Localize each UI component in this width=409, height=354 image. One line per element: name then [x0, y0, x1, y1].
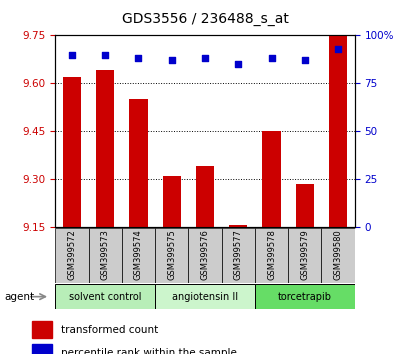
Bar [221, 228, 254, 283]
Text: GSM399579: GSM399579 [299, 229, 308, 280]
Bar [155, 284, 254, 309]
Text: GSM399573: GSM399573 [101, 229, 110, 280]
Text: agent: agent [4, 292, 34, 302]
Text: GSM399575: GSM399575 [167, 229, 176, 280]
Point [234, 61, 241, 67]
Bar [32, 344, 52, 354]
Point [102, 52, 108, 57]
Bar [129, 99, 147, 227]
Text: solvent control: solvent control [69, 292, 141, 302]
Bar [229, 225, 247, 227]
Bar [328, 35, 346, 227]
Bar [155, 228, 188, 283]
Bar [288, 228, 321, 283]
Text: GSM399572: GSM399572 [67, 229, 76, 280]
Bar [88, 228, 121, 283]
Bar [254, 228, 288, 283]
Bar [55, 228, 88, 283]
Bar [254, 284, 354, 309]
Text: GDS3556 / 236488_s_at: GDS3556 / 236488_s_at [121, 12, 288, 27]
Point [334, 46, 340, 52]
Bar [96, 70, 114, 227]
Point [168, 57, 175, 63]
Text: GSM399576: GSM399576 [200, 229, 209, 280]
Text: percentile rank within the sample: percentile rank within the sample [61, 348, 236, 354]
Bar [121, 228, 155, 283]
Point [301, 57, 307, 63]
Bar [188, 228, 221, 283]
Text: GSM399580: GSM399580 [333, 229, 342, 280]
Bar [63, 77, 81, 227]
Text: transformed count: transformed count [61, 325, 157, 335]
Bar [262, 131, 280, 227]
Point [135, 56, 142, 61]
Bar [162, 176, 180, 227]
Bar [321, 228, 354, 283]
Point [69, 52, 75, 57]
Point [267, 56, 274, 61]
Bar [295, 183, 313, 227]
Text: GSM399578: GSM399578 [266, 229, 275, 280]
Text: torcetrapib: torcetrapib [277, 292, 331, 302]
Text: GSM399574: GSM399574 [134, 229, 143, 280]
Bar [196, 166, 213, 227]
Text: angiotensin II: angiotensin II [171, 292, 238, 302]
Point [201, 56, 208, 61]
Bar [55, 284, 155, 309]
Bar [32, 321, 52, 338]
Text: GSM399577: GSM399577 [233, 229, 242, 280]
